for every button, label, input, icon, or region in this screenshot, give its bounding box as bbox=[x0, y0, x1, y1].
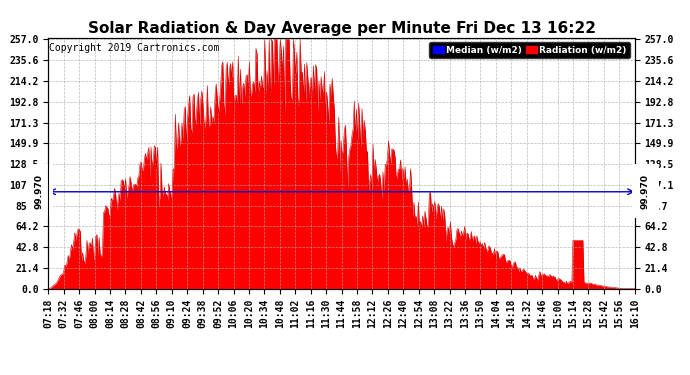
Title: Solar Radiation & Day Average per Minute Fri Dec 13 16:22: Solar Radiation & Day Average per Minute… bbox=[88, 21, 595, 36]
Text: Copyright 2019 Cartronics.com: Copyright 2019 Cartronics.com bbox=[50, 42, 220, 52]
Legend: Median (w/m2), Radiation (w/m2): Median (w/m2), Radiation (w/m2) bbox=[429, 42, 630, 58]
Text: 99.970: 99.970 bbox=[641, 174, 650, 208]
Text: 99.970: 99.970 bbox=[34, 174, 43, 208]
